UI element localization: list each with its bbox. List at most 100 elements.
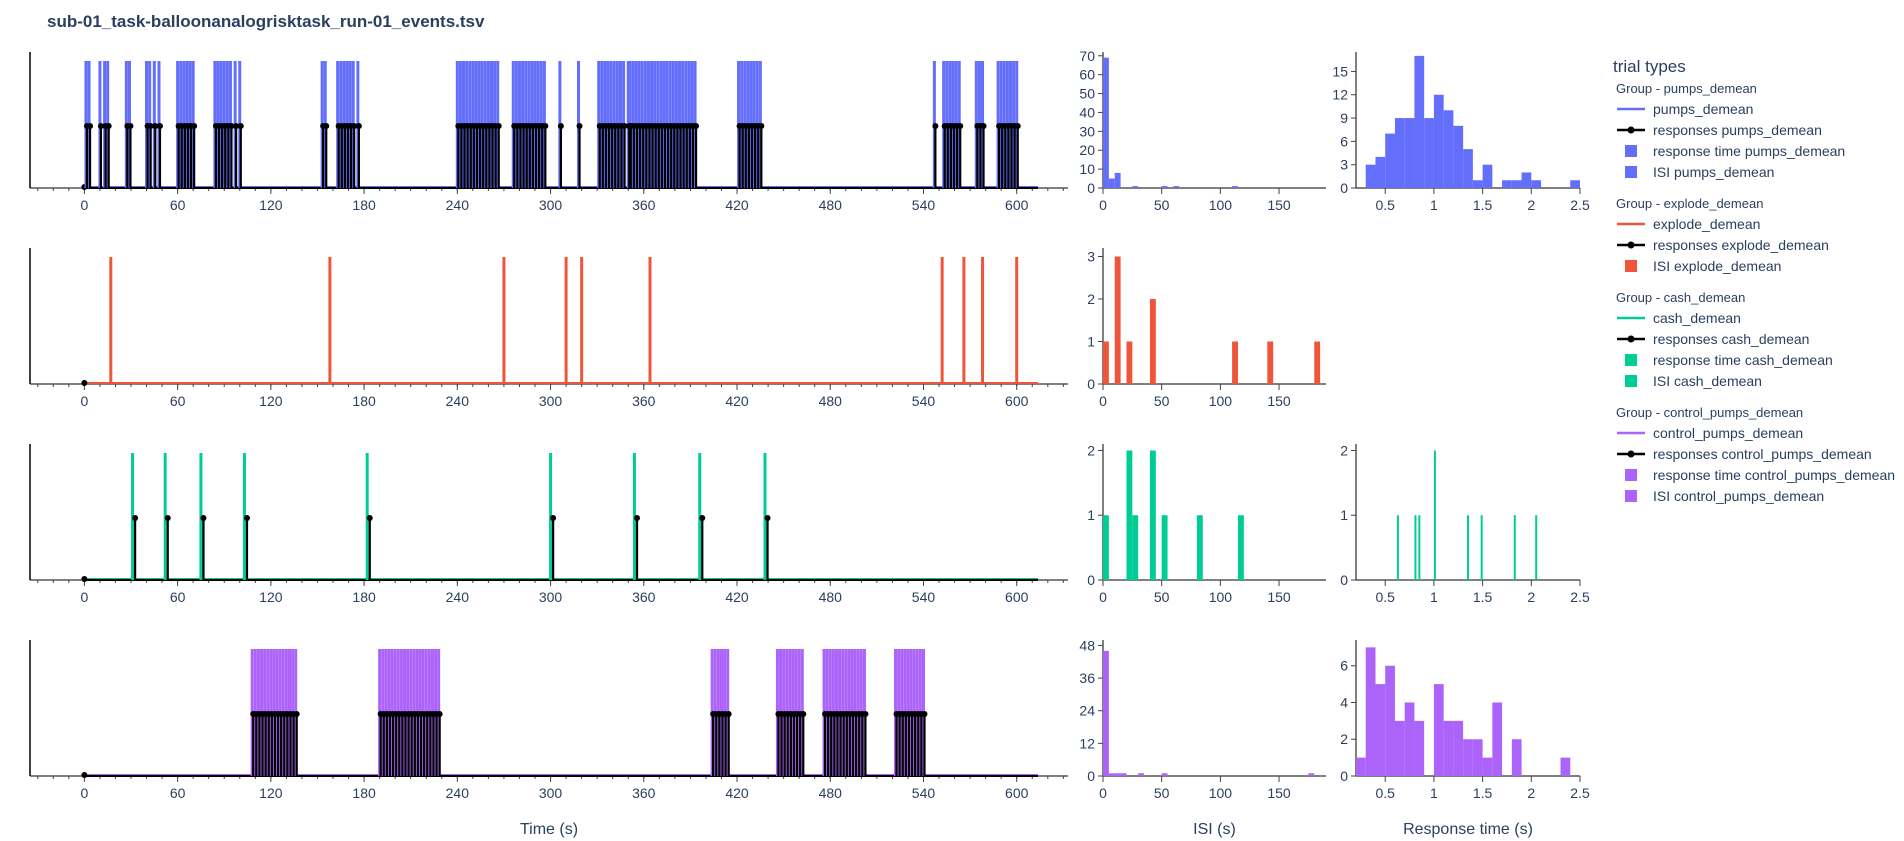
- histogram-bar: [1521, 172, 1532, 188]
- y-tick-label: 1: [1340, 507, 1348, 523]
- histogram-bar: [1356, 757, 1366, 776]
- x-tick-label: 600: [1005, 785, 1029, 801]
- histogram-bar: [1414, 55, 1425, 189]
- y-tick-label: 60: [1079, 67, 1095, 83]
- legend-marker-swatch: [1627, 126, 1635, 134]
- x-tick-label: 2: [1527, 589, 1535, 605]
- response-marker: [233, 123, 240, 129]
- x-tick-label: 100: [1209, 197, 1233, 213]
- histogram-bar: [1232, 186, 1238, 188]
- y-tick-label: 6: [1340, 658, 1348, 674]
- x-tick-label: 2.5: [1570, 589, 1590, 605]
- x-tick-label: 50: [1154, 785, 1170, 801]
- histogram-bar: [1132, 186, 1139, 188]
- histogram-bar: [1511, 739, 1522, 776]
- legend-item: response time pumps_demean: [1625, 143, 1845, 159]
- x-tick-label: 50: [1154, 393, 1170, 409]
- x-tick-label: 1: [1430, 785, 1438, 801]
- histogram-bar: [1114, 256, 1121, 384]
- histogram-bar: [1173, 186, 1180, 188]
- x-tick-label: 360: [632, 393, 656, 409]
- y-tick-label: 15: [1332, 63, 1348, 79]
- y-tick-label: 0: [1087, 180, 1095, 196]
- response-marker: [932, 123, 939, 129]
- response-marker: [87, 123, 94, 129]
- response-marker: [550, 515, 557, 521]
- legend-group-title: Group - pumps_demean: [1616, 81, 1757, 96]
- x-tick-label: 0: [80, 197, 88, 213]
- histogram-bar: [1433, 94, 1444, 188]
- x-tick-label: 420: [725, 589, 749, 605]
- y-tick-label: 36: [1079, 670, 1095, 686]
- x-tick-label: 180: [352, 589, 376, 605]
- x-tick-label: 300: [539, 393, 563, 409]
- histogram-bar: [1396, 515, 1399, 580]
- response-marker: [764, 515, 771, 521]
- legend-item: cash_demean: [1617, 310, 1741, 326]
- x-tick-label: 2.5: [1570, 197, 1590, 213]
- histogram-bar: [1433, 684, 1444, 776]
- histogram-bar: [1492, 702, 1503, 776]
- y-tick-label: 50: [1079, 86, 1095, 102]
- legend-item-label: pumps_demean: [1653, 101, 1753, 117]
- legend-box-swatch: [1625, 145, 1637, 157]
- legend-group-title: Group - control_pumps_demean: [1616, 405, 1803, 420]
- histogram-bar: [1126, 450, 1133, 580]
- histogram-bar: [1414, 720, 1425, 776]
- x-tick-label: 100: [1209, 589, 1233, 605]
- response-marker: [200, 515, 207, 521]
- histogram-bar: [1394, 720, 1405, 776]
- histogram-bar: [1560, 757, 1571, 776]
- response-marker: [237, 123, 244, 129]
- response-marker: [758, 123, 765, 129]
- x-axis-title: Time (s): [520, 821, 578, 838]
- x-tick-label: 0: [1099, 785, 1107, 801]
- y-tick-label: 3: [1340, 157, 1348, 173]
- response-marker: [105, 123, 112, 129]
- x-tick-label: 60: [170, 197, 186, 213]
- x-tick-label: 540: [912, 589, 936, 605]
- x-tick-label: 480: [819, 197, 843, 213]
- histogram-bar: [1453, 720, 1464, 776]
- subplot-timeline-control_pumps_demean: 0 60 120 180 240 300 360 420 480 540 600 Time (s): [29, 640, 1068, 838]
- response-marker: [862, 711, 869, 717]
- x-tick-label: 600: [1005, 197, 1029, 213]
- y-tick-label: 2: [1340, 442, 1348, 458]
- x-tick-label: 420: [725, 393, 749, 409]
- histogram-bar: [1308, 773, 1315, 776]
- subplot-isi-ISI-pumps_demean: 0 50 100 150 0 10 20 30 40 50 60 70: [1079, 48, 1326, 213]
- legend-item-label: response time control_pumps_demean: [1653, 467, 1895, 483]
- response-marker: [156, 123, 163, 129]
- histogram-bar: [1120, 773, 1127, 776]
- y-tick-label: 48: [1079, 637, 1095, 653]
- histogram-bar: [1375, 156, 1386, 188]
- histogram-bar: [1443, 110, 1454, 188]
- histogram-bar: [1108, 773, 1115, 776]
- response-marker: [228, 123, 235, 129]
- subplot-rt-response-time-pumps_demean: 0.5 1 1.5 2 2.5 0 3 6 9 12 15: [1332, 52, 1590, 213]
- x-tick-label: 60: [170, 393, 186, 409]
- x-tick-label: 2: [1527, 785, 1535, 801]
- x-tick-label: 600: [1005, 393, 1029, 409]
- response-marker: [957, 123, 964, 129]
- x-tick-label: 150: [1267, 197, 1291, 213]
- response-marker: [366, 515, 373, 521]
- response-marker: [243, 515, 250, 521]
- x-tick-label: 1.5: [1473, 197, 1493, 213]
- x-tick-label: 1: [1430, 197, 1438, 213]
- subplot-timeline-pumps_demean: 0 60 120 180 240 300 360 420 480 540 600: [29, 52, 1068, 213]
- response-marker: [634, 515, 641, 521]
- histogram-bar: [1114, 773, 1121, 776]
- origin-marker: [81, 380, 88, 386]
- x-tick-label: 2: [1527, 197, 1535, 213]
- histogram-bar: [1433, 450, 1436, 580]
- response-marker: [800, 711, 807, 717]
- x-tick-label: 60: [170, 589, 186, 605]
- response-marker: [576, 123, 583, 129]
- legend-item: control_pumps_demean: [1617, 425, 1803, 441]
- histogram-bar: [1161, 773, 1168, 776]
- legend-box-swatch: [1625, 354, 1637, 366]
- x-tick-label: 1: [1430, 589, 1438, 605]
- x-tick-label: 180: [352, 197, 376, 213]
